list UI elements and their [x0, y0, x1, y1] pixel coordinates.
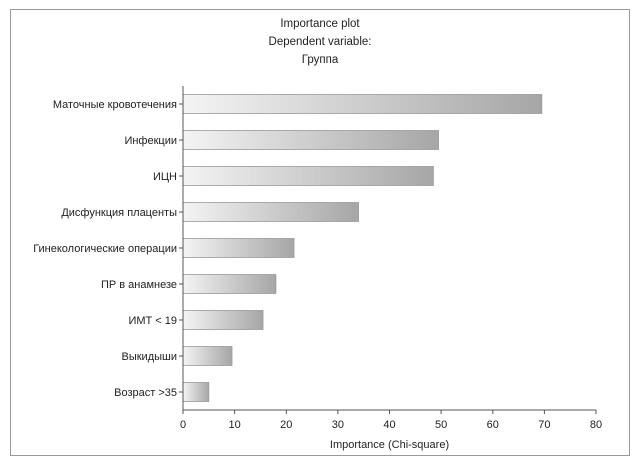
x-tick-label: 70	[538, 419, 550, 431]
bar	[182, 382, 210, 402]
category-label: Маточные кровотечения	[53, 99, 177, 111]
category-label: ИМТ < 19	[128, 315, 177, 327]
x-tick-label: 30	[332, 419, 344, 431]
bar	[182, 310, 264, 330]
bar	[182, 274, 277, 294]
category-label: ИЦН	[153, 171, 177, 183]
x-tick-label: 10	[228, 419, 240, 431]
chart-subtitle-line-2: Группа	[301, 54, 339, 66]
x-tick-label: 20	[280, 419, 292, 431]
bar	[182, 166, 434, 186]
x-tick-label: 0	[180, 419, 186, 431]
category-label: ПР в анамнезе	[101, 279, 177, 291]
x-tick-label: 40	[383, 419, 395, 431]
category-label: Выкидыши	[122, 351, 178, 363]
bar	[182, 238, 295, 258]
x-tick-label: 60	[487, 419, 499, 431]
bar	[182, 202, 359, 222]
bar	[182, 94, 543, 114]
bar	[182, 130, 439, 150]
category-label: Возраст >35	[114, 387, 177, 399]
x-axis-title: Importance (Chi-square)	[330, 439, 449, 451]
chart-frame	[10, 9, 630, 456]
x-tick-label: 50	[435, 419, 447, 431]
x-tick-label: 80	[590, 419, 602, 431]
category-label: Дисфункция плаценты	[61, 207, 177, 219]
category-label: Гинекологические операции	[33, 243, 177, 255]
category-label: Инфекции	[124, 135, 177, 147]
chart-title: Importance plot	[280, 18, 360, 30]
chart-subtitle-line-1: Dependent variable:	[268, 36, 372, 48]
bar	[182, 346, 233, 366]
